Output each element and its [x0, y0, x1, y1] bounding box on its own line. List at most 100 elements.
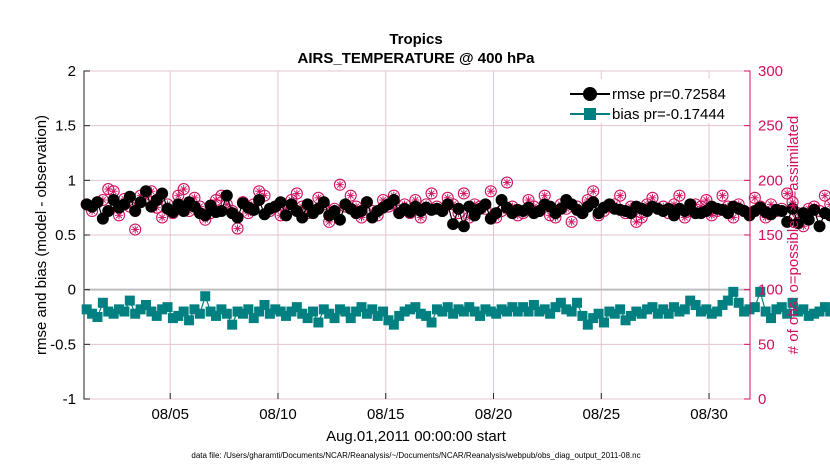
rmse-point — [102, 204, 115, 217]
bias-point — [469, 306, 480, 317]
bias-point — [367, 304, 378, 315]
bias-point — [609, 308, 620, 319]
bias-point — [485, 306, 496, 317]
obs-assimilated-marker — [487, 188, 494, 195]
bias-point — [227, 319, 238, 330]
bias-point — [722, 295, 733, 306]
bias-point — [135, 304, 146, 315]
rmse-point — [684, 198, 697, 211]
bias-point — [334, 304, 345, 315]
bias-point — [340, 306, 351, 317]
obs-count-point — [333, 178, 346, 191]
legend-bias-marker — [584, 108, 596, 120]
obs-assimilated-marker — [784, 190, 791, 197]
bias-point — [259, 299, 270, 310]
bias-point — [733, 297, 744, 308]
chart-subtitle: AIRS_TEMPERATURE @ 400 hPa — [298, 50, 536, 67]
obs-count-point — [290, 187, 303, 200]
bias-series — [81, 286, 830, 330]
bias-point — [302, 313, 313, 324]
bias-point — [442, 302, 453, 313]
bias-point — [318, 304, 329, 315]
obs-possible-marker — [716, 189, 729, 202]
y-left-tick-label: -0.5 — [50, 336, 76, 353]
bias-point — [404, 304, 415, 315]
obs-assimilated-marker — [293, 190, 300, 197]
bias-point — [237, 308, 248, 319]
bias-point — [286, 306, 297, 317]
bias-point — [501, 306, 512, 317]
obs-possible-marker — [290, 187, 303, 200]
bias-point — [464, 302, 475, 313]
bias-point — [270, 304, 281, 315]
chart-title: Tropics — [389, 31, 442, 48]
bias-point — [652, 308, 663, 319]
bias-point — [130, 308, 141, 319]
bias-point — [119, 306, 130, 317]
bias-point — [803, 310, 814, 321]
rmse-point — [355, 204, 368, 217]
rmse-point — [360, 196, 373, 209]
bias-point — [809, 308, 820, 319]
rmse-point — [177, 204, 190, 217]
rmse-point — [333, 213, 346, 226]
data-file-footnote: data file: /Users/gharamti/Documents/NCA… — [191, 451, 640, 460]
bias-point — [254, 306, 265, 317]
obs-count-point — [344, 189, 357, 202]
rmse-point — [317, 196, 330, 209]
obs-possible-marker — [614, 189, 627, 202]
axes: 08/05 08/10 08/15 08/20 08/25 08/30 -1 -0.5 0 0.5… — [50, 63, 783, 423]
y-right-tick-label: 250 — [758, 118, 783, 135]
bias-point — [437, 306, 448, 317]
bias-point — [749, 302, 760, 313]
bias-point — [577, 310, 588, 321]
bias-point — [604, 306, 615, 317]
bias-point — [97, 297, 108, 308]
bias-point — [755, 286, 766, 297]
obs-possible-marker — [333, 178, 346, 191]
y-right-tick-label: 200 — [758, 172, 783, 189]
rmse-point — [802, 213, 815, 226]
rmse-point — [129, 204, 142, 217]
bias-point — [647, 302, 658, 313]
bias-point — [787, 297, 798, 308]
obs-assimilated-marker — [821, 192, 829, 199]
bias-point — [642, 304, 653, 315]
x-tick-label: 08/30 — [690, 406, 728, 423]
bias-point — [329, 313, 340, 324]
rmse-point — [824, 209, 830, 222]
obs-count-point — [156, 211, 169, 224]
bias-point — [431, 304, 442, 315]
obs-assimilated-marker — [767, 201, 775, 208]
bias-point — [200, 291, 211, 302]
obs-count-point — [177, 183, 190, 196]
y-axis-right-label: # of obs: o=possible; ∗=assimilated — [785, 116, 802, 355]
rmse-point — [463, 200, 476, 213]
obs-assimilated-marker — [719, 192, 726, 199]
bias-point — [819, 302, 830, 313]
bias-point — [87, 308, 98, 319]
y-left-tick-label: 2 — [68, 63, 76, 80]
bias-point — [598, 317, 609, 328]
rmse-point — [452, 202, 465, 215]
bias-point — [448, 308, 459, 319]
obs-count-point — [614, 189, 627, 202]
bias-point — [539, 304, 550, 315]
bias-point — [351, 306, 362, 317]
rmse-point — [199, 209, 212, 222]
bias-point — [798, 304, 809, 315]
obs-assimilated-marker — [703, 196, 710, 204]
bias-point — [739, 306, 750, 317]
rmse-point — [587, 196, 600, 209]
obs-assimilated-marker — [180, 185, 187, 193]
bias-point — [728, 286, 739, 297]
bias-point — [453, 304, 464, 315]
rmse-point — [280, 209, 293, 222]
obs-assimilated-marker — [110, 188, 117, 195]
bias-point — [679, 304, 690, 315]
bias-point — [771, 304, 782, 315]
bias-point — [669, 302, 680, 313]
bias-point — [712, 306, 723, 317]
bias-point — [825, 306, 830, 317]
rmse-point — [328, 204, 341, 217]
